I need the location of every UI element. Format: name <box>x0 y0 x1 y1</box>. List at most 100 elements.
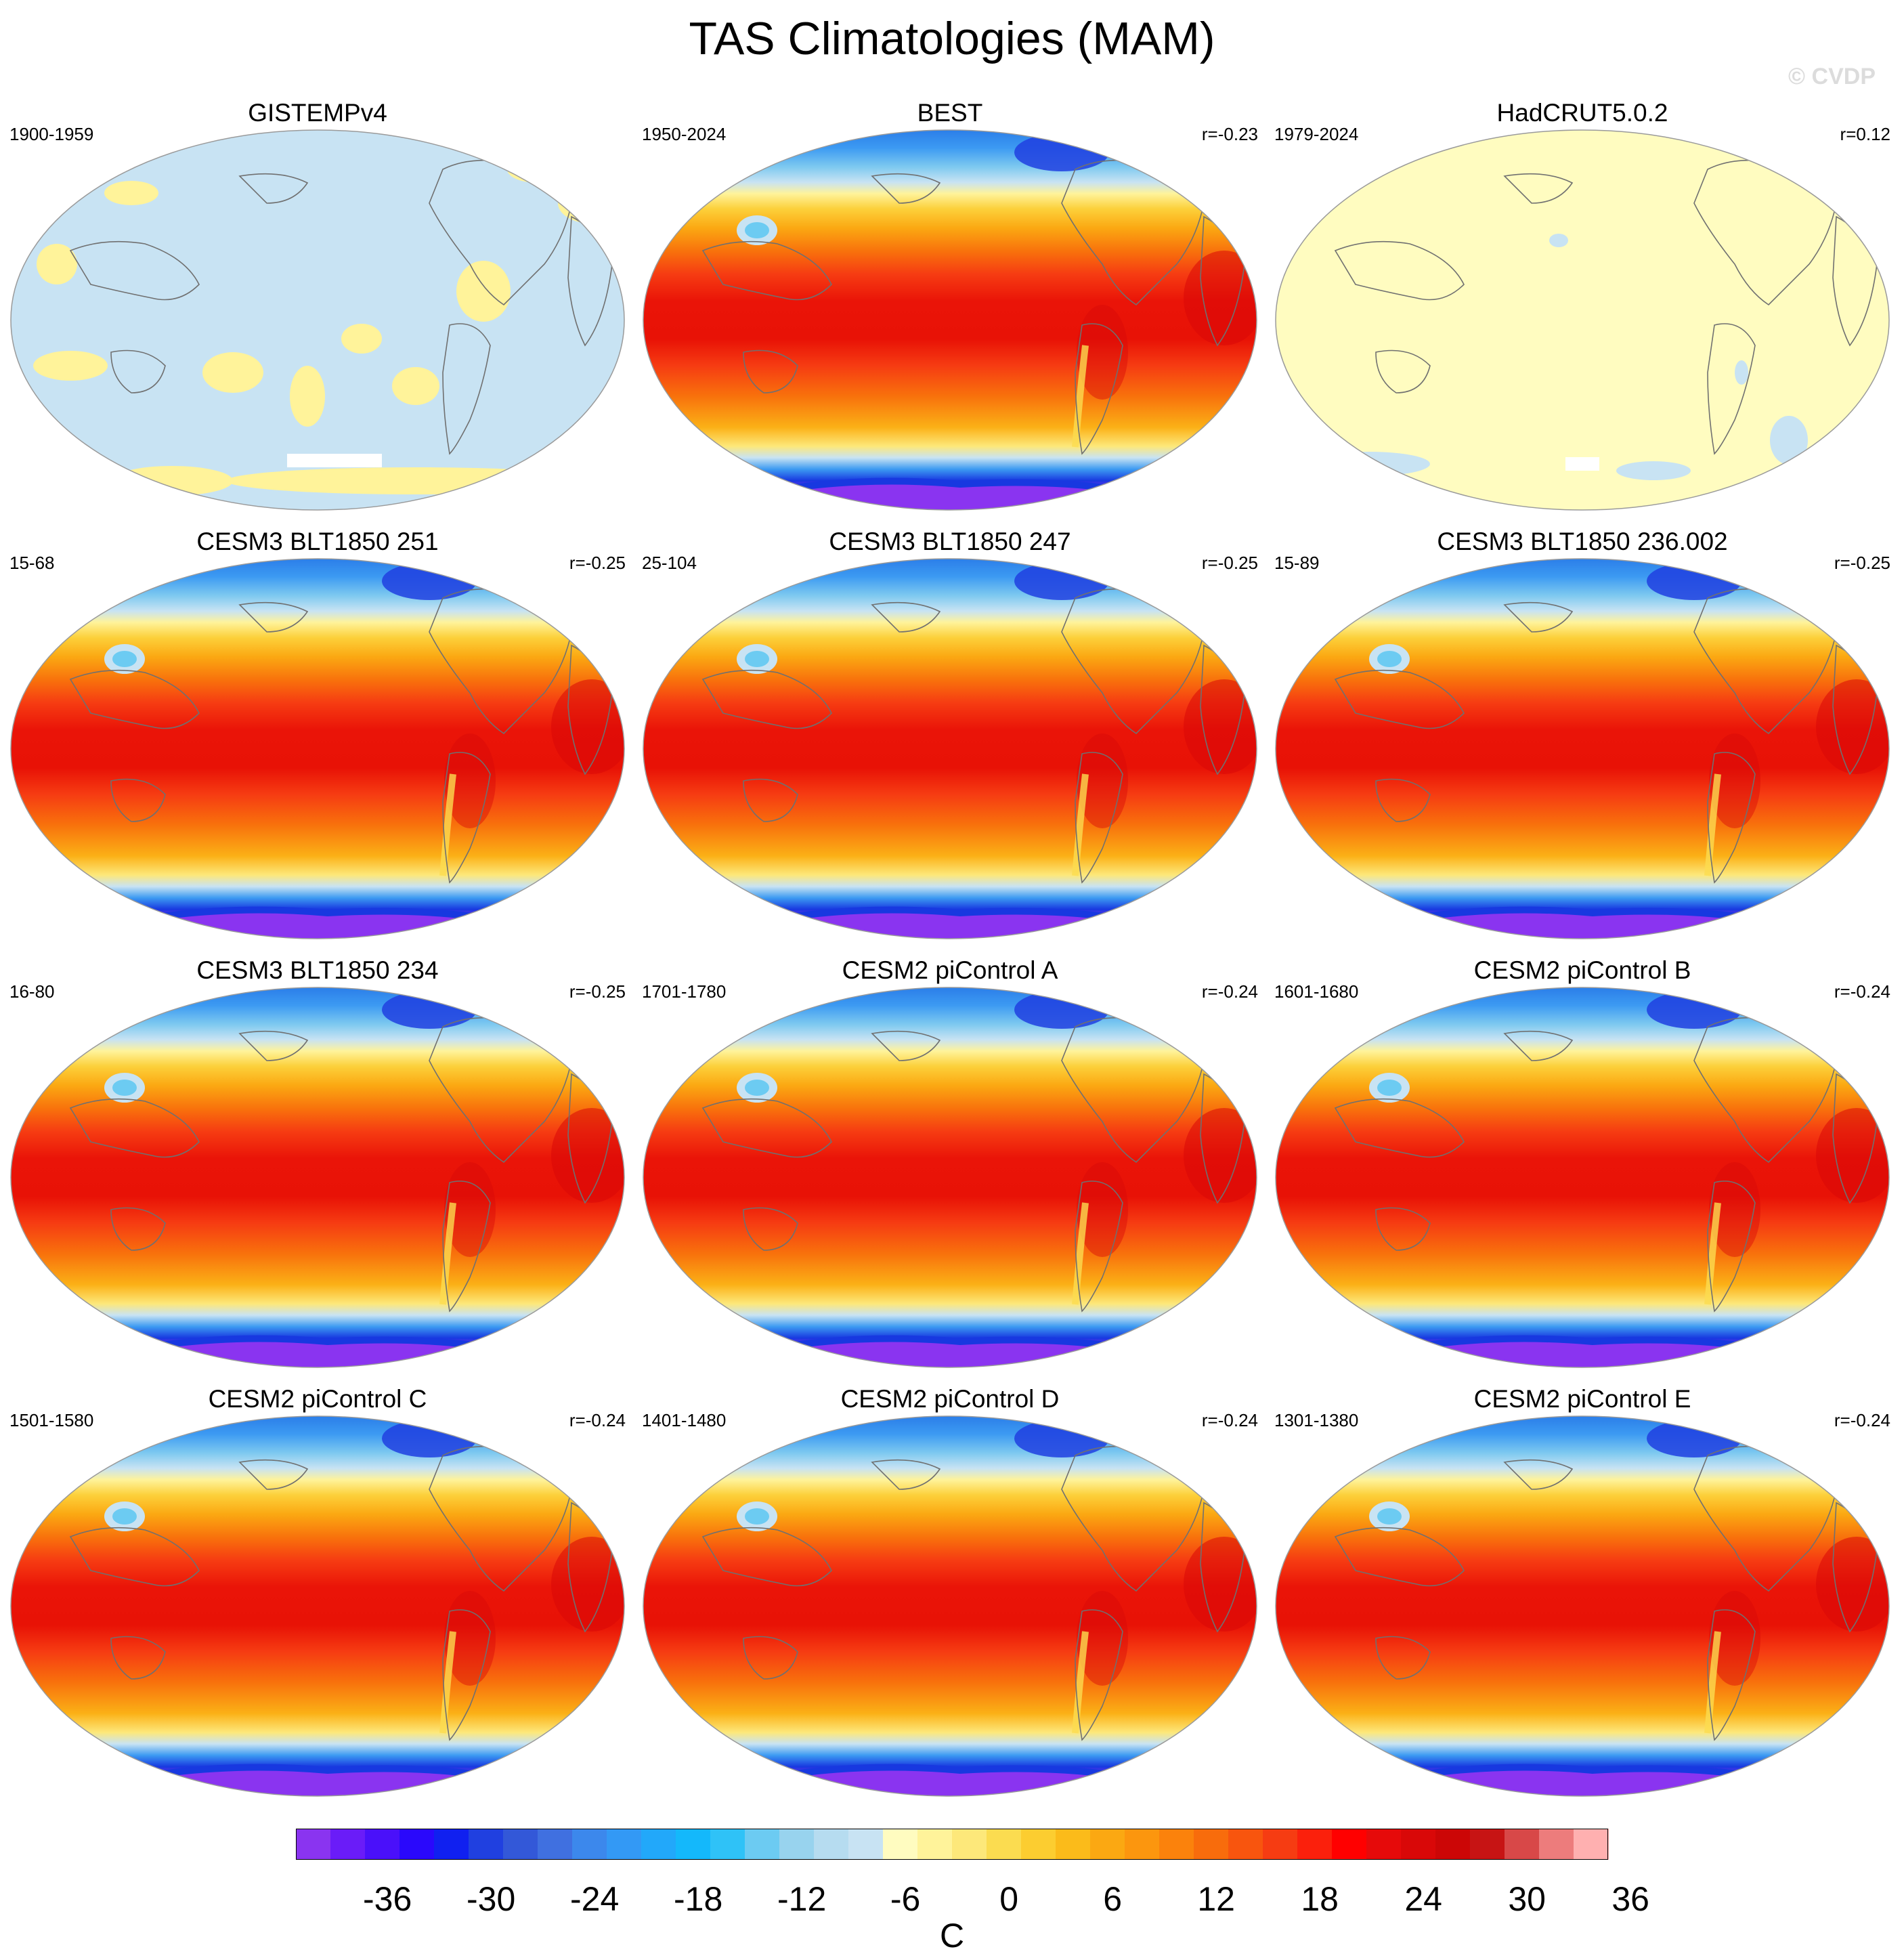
colorbar-swatch <box>1297 1829 1333 1860</box>
panel-correlation: r=-0.25 <box>569 553 626 573</box>
colorbar-swatch <box>779 1829 815 1860</box>
colorbar-swatch <box>641 1829 676 1860</box>
colorbar-swatch <box>710 1829 745 1860</box>
colorbar-swatch <box>1125 1829 1160 1860</box>
panel-title: BEST <box>917 99 983 127</box>
panel-period: 1979-2024 <box>1274 124 1359 144</box>
colorbar-swatch <box>538 1829 573 1860</box>
robinson-map <box>10 558 625 939</box>
map-panel: CESM3 BLT1850 251 15-68 r=-0.25 <box>3 527 632 954</box>
colorbar-unit-label: C <box>939 1917 965 1955</box>
colorbar-swatch <box>1228 1829 1263 1860</box>
map-panel: CESM3 BLT1850 236.002 15-89 r=-0.25 <box>1268 527 1897 954</box>
colorbar-swatch <box>1090 1829 1125 1860</box>
panel-title: CESM2 piControl B <box>1473 956 1691 984</box>
map-panel: CESM3 BLT1850 247 25-104 r=-0.25 <box>635 527 1265 954</box>
colorbar-swatch <box>987 1829 1022 1860</box>
colorbar-swatch <box>296 1829 331 1860</box>
map-panel: GISTEMPv4 1900-1959 <box>3 98 632 525</box>
colorbar-swatch <box>607 1829 642 1860</box>
colorbar-swatch <box>676 1829 711 1860</box>
panel-correlation: r=-0.24 <box>1201 981 1258 1002</box>
map-panel: CESM2 piControl D 1401-1480 r=-0.24 <box>635 1384 1265 1811</box>
panel-title: CESM2 piControl D <box>840 1385 1060 1413</box>
panel-correlation: r=-0.25 <box>1201 553 1258 573</box>
colorbar-tick-label: -18 <box>674 1880 723 1918</box>
colorbar-tick-label: -36 <box>363 1880 412 1918</box>
robinson-map <box>643 987 1257 1368</box>
panel-correlation: r=0.12 <box>1840 124 1890 144</box>
colorbar-swatch <box>1056 1829 1091 1860</box>
panel-period: 25-104 <box>642 553 697 573</box>
panel-title: CESM3 BLT1850 236.002 <box>1437 528 1728 555</box>
map-panel: CESM2 piControl B 1601-1680 r=-0.24 <box>1268 956 1897 1382</box>
panel-title: GISTEMPv4 <box>248 99 387 127</box>
map-panel: CESM3 BLT1850 234 16-80 r=-0.25 <box>3 956 632 1382</box>
colorbar-swatch <box>434 1829 469 1860</box>
figure-title: TAS Climatologies (MAM) <box>689 13 1215 64</box>
panel-title: CESM3 BLT1850 251 <box>196 528 439 555</box>
panel-correlation: r=-0.24 <box>1201 1410 1258 1430</box>
panel-title: HadCRUT5.0.2 <box>1496 99 1668 127</box>
colorbar-tick-label: 36 <box>1611 1880 1649 1918</box>
colorbar-swatch <box>952 1829 987 1860</box>
panel-title: CESM3 BLT1850 234 <box>196 956 439 984</box>
colorbar-tick-label: 0 <box>999 1880 1019 1918</box>
colorbar-swatch <box>1401 1829 1436 1860</box>
map-panel: BEST 1950-2024 r=-0.23 <box>635 98 1265 525</box>
panel-period: 1301-1380 <box>1274 1410 1359 1430</box>
colorbar-tick-label: 18 <box>1301 1880 1339 1918</box>
colorbar-swatch <box>745 1829 780 1860</box>
robinson-map <box>10 1415 625 1797</box>
panel-period: 1501-1580 <box>9 1410 94 1430</box>
colorbar-swatch <box>814 1829 849 1860</box>
panel-period: 1601-1680 <box>1274 981 1359 1002</box>
panel-period: 1950-2024 <box>642 124 727 144</box>
colorbar-tick-label: 24 <box>1404 1880 1442 1918</box>
colorbar-swatch <box>1194 1829 1229 1860</box>
robinson-map <box>10 129 625 511</box>
robinson-map <box>643 1415 1257 1797</box>
colorbar-swatch <box>469 1829 504 1860</box>
panel-correlation: r=-0.25 <box>569 981 626 1002</box>
panel-title: CESM2 piControl E <box>1473 1385 1691 1413</box>
panel-correlation: r=-0.23 <box>1201 124 1258 144</box>
colorbar-swatch <box>1159 1829 1194 1860</box>
panel-correlation: r=-0.24 <box>1834 981 1890 1002</box>
colorbar <box>296 1829 1609 1860</box>
robinson-map <box>10 987 625 1368</box>
colorbar-swatch <box>1021 1829 1056 1860</box>
colorbar-legend: -36 -30 -24 -18 -12 -6 0 6 12 18 24 30 36 C <box>0 1829 1904 1960</box>
panel-period: 1900-1959 <box>9 124 94 144</box>
panel-period: 16-80 <box>9 981 55 1002</box>
map-panel: CESM2 piControl C 1501-1580 r=-0.24 <box>3 1384 632 1811</box>
robinson-map <box>1275 558 1890 939</box>
colorbar-swatch <box>399 1829 435 1860</box>
robinson-map <box>1275 987 1890 1368</box>
colorbar-swatch <box>365 1829 400 1860</box>
panel-period: 1401-1480 <box>642 1410 727 1430</box>
colorbar-tick-label: -24 <box>570 1880 620 1918</box>
colorbar-swatch <box>1332 1829 1367 1860</box>
colorbar-swatch <box>1505 1829 1540 1860</box>
colorbar-tick-label: 6 <box>1103 1880 1123 1918</box>
colorbar-swatch <box>1435 1829 1471 1860</box>
robinson-map <box>1275 1415 1890 1797</box>
colorbar-swatch <box>572 1829 607 1860</box>
colorbar-frame <box>296 1829 1608 1860</box>
colorbar-tick-label: -12 <box>777 1880 827 1918</box>
colorbar-tick-label: -6 <box>890 1880 921 1918</box>
colorbar-swatch <box>330 1829 366 1860</box>
colorbar-tick-label: 12 <box>1197 1880 1235 1918</box>
colorbar-swatch <box>1574 1829 1609 1860</box>
map-panel: CESM2 piControl A 1701-1780 r=-0.24 <box>635 956 1265 1382</box>
robinson-map <box>1275 129 1890 511</box>
colorbar-swatch <box>1470 1829 1505 1860</box>
robinson-map <box>643 129 1257 511</box>
colorbar-tick-label: -30 <box>467 1880 516 1918</box>
panel-title: CESM3 BLT1850 247 <box>829 528 1071 555</box>
panel-correlation: r=-0.25 <box>1834 553 1890 573</box>
panel-correlation: r=-0.24 <box>1834 1410 1890 1430</box>
panel-correlation: r=-0.24 <box>569 1410 626 1430</box>
colorbar-tick-label: 30 <box>1508 1880 1546 1918</box>
